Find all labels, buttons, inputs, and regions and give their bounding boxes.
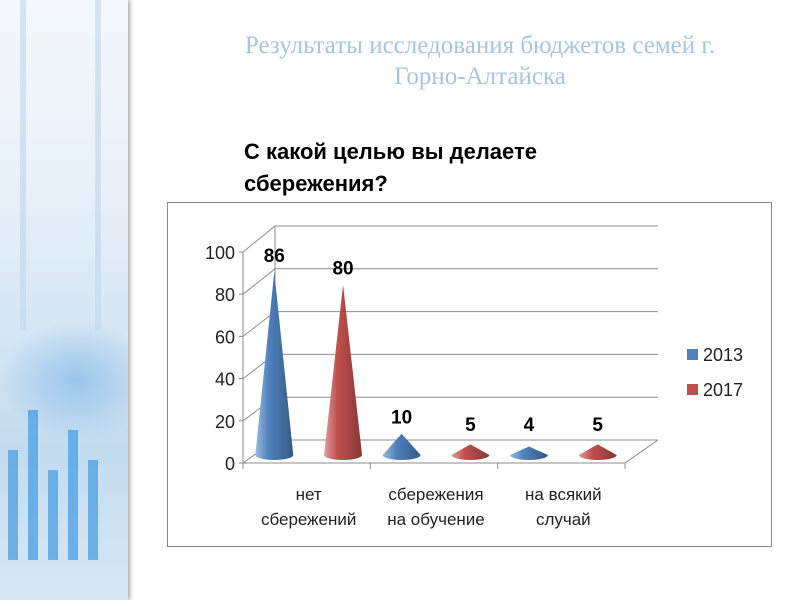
legend-swatch-2017 <box>687 384 698 395</box>
floor-edge <box>624 439 659 464</box>
category-label: на обучение <box>387 510 485 529</box>
legend-label: 2017 <box>703 380 743 400</box>
side-wall-gridline <box>242 311 276 337</box>
side-wall-gridline <box>242 268 276 295</box>
data-label: 10 <box>391 408 412 429</box>
data-label: 80 <box>332 259 353 280</box>
cone-2013 <box>382 433 421 460</box>
data-label: 4 <box>524 415 535 436</box>
chart-question-line1: С какой целью вы делаете <box>244 139 537 164</box>
category-label: сбережений <box>261 510 356 529</box>
decorative-background-image <box>0 0 128 600</box>
y-tick-label: 60 <box>215 327 235 347</box>
slide-title-line1: Результаты исследования бюджетов семей г… <box>244 32 716 59</box>
chart-question: С какой целью вы делаете сбережения? <box>244 136 537 200</box>
y-tick-label: 0 <box>225 454 235 474</box>
cone-2017 <box>451 444 490 460</box>
cone-2017 <box>578 444 617 460</box>
legend-label: 2013 <box>703 345 743 365</box>
cone-2013 <box>255 271 294 460</box>
category-label: сбережения <box>388 485 483 504</box>
data-label: 5 <box>592 415 603 436</box>
y-tick-label: 40 <box>215 370 235 390</box>
slide-title: Результаты исследования бюджетов семей г… <box>160 30 800 92</box>
chart-question-line2: сбережения? <box>244 171 388 196</box>
y-tick-label: 100 <box>205 243 235 263</box>
slide-title-line2: Горно-Алтайска <box>394 63 566 90</box>
category-label: случай <box>536 510 591 529</box>
category-label: нет <box>296 485 322 504</box>
data-label: 86 <box>264 246 285 267</box>
y-tick-label: 80 <box>215 285 235 305</box>
cone-2017 <box>324 284 363 460</box>
legend-swatch-2013 <box>687 349 698 360</box>
data-label: 5 <box>465 415 476 436</box>
cone-2013 <box>509 446 548 460</box>
y-tick-label: 20 <box>215 412 235 432</box>
side-wall-gridline <box>242 225 276 253</box>
category-label: на всякий <box>525 485 602 504</box>
